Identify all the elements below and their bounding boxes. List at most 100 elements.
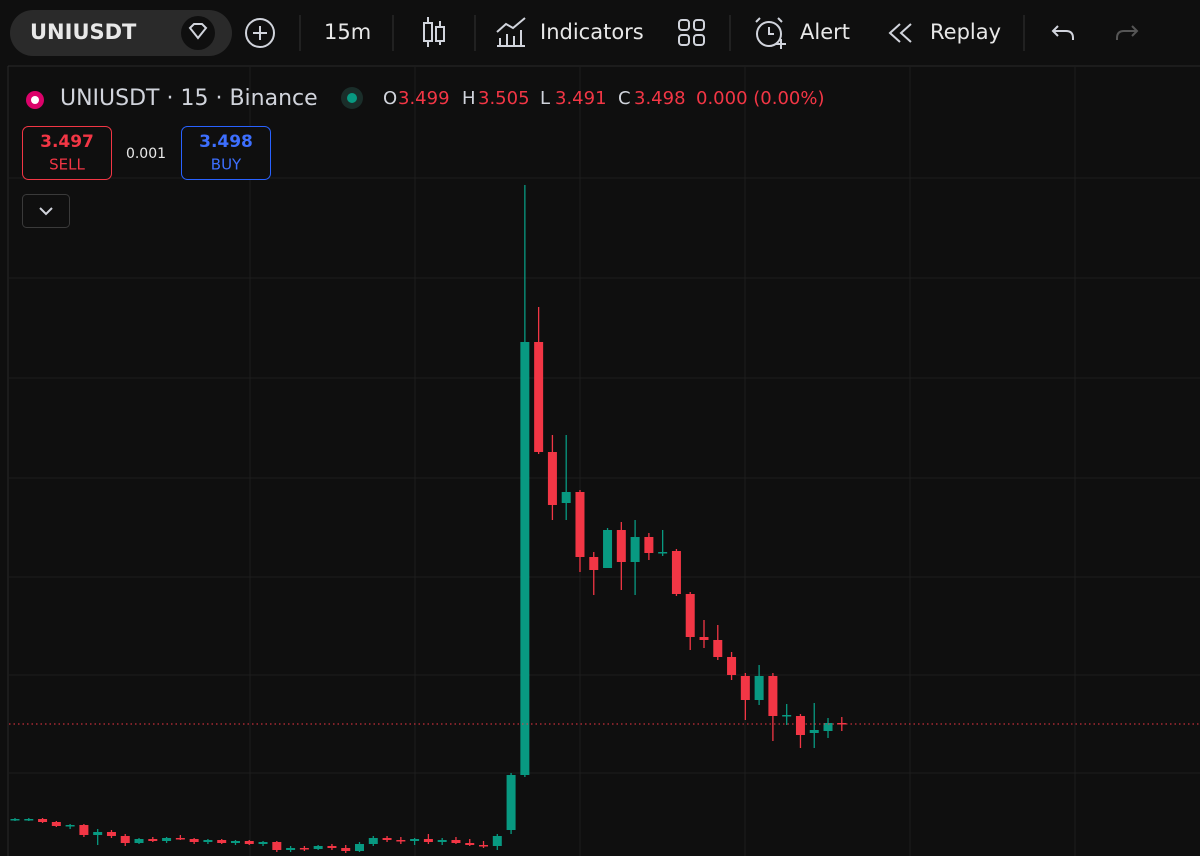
layout-icon: [693, 34, 705, 46]
candle-body: [823, 723, 833, 731]
add-button[interactable]: [245, 18, 275, 48]
candle-body: [10, 819, 20, 821]
candle-body: [355, 844, 364, 851]
pane-border: [7, 65, 1200, 856]
interval[interactable]: 15m: [324, 20, 371, 44]
candle-body: [24, 819, 34, 821]
candle-body: [520, 342, 530, 775]
sell-label: SELL: [49, 156, 85, 174]
alert-button[interactable]: Alert: [800, 20, 850, 44]
undo-button[interactable]: [1051, 25, 1074, 40]
trade-panel: 3.497 SELL 0.001 3.498 BUY: [22, 126, 271, 228]
candle-body: [189, 839, 199, 842]
buy-label: BUY: [211, 156, 242, 174]
candle-body: [175, 838, 185, 840]
candle-body: [506, 775, 516, 830]
candle-body: [727, 657, 737, 675]
indicators-icon: [496, 17, 526, 47]
sell-price: 3.497: [40, 132, 94, 152]
layout-icon: [678, 19, 690, 31]
candle-body: [561, 492, 571, 503]
candle-body: [120, 836, 130, 843]
candle-body: [479, 845, 489, 847]
candle-body: [217, 840, 227, 843]
candle-body: [93, 832, 103, 835]
alert-icon: [756, 21, 782, 47]
grid-lines: [9, 67, 1200, 856]
candle-body: [534, 342, 544, 452]
candle-body: [782, 715, 792, 717]
candle-body: [423, 839, 433, 842]
collapse-button[interactable]: [22, 194, 70, 228]
layout-button[interactable]: [678, 19, 705, 46]
redo-button[interactable]: [1116, 25, 1139, 40]
replay-icon: [888, 23, 912, 43]
candle-body: [410, 839, 420, 841]
candle-icon-wick: [427, 17, 441, 47]
candle-icon: [435, 26, 445, 42]
candle-body: [162, 838, 172, 841]
candle-body: [740, 676, 750, 700]
candle-body: [299, 848, 309, 850]
legend: UNIUSDT · 15 · Binance O 3.499 H 3.505 L…: [26, 86, 824, 111]
diamond-button[interactable]: [181, 16, 215, 50]
legend-title: UNIUSDT · 15 · Binance: [60, 86, 318, 111]
candle-body: [396, 840, 406, 842]
candle-body: [575, 492, 585, 557]
candle-body: [603, 530, 613, 568]
replay-button[interactable]: Replay: [930, 20, 1001, 44]
candle-body: [327, 846, 337, 848]
candle-body: [244, 841, 254, 844]
c-value: 3.498: [634, 88, 686, 109]
symbol-search[interactable]: [10, 10, 232, 56]
buy-price: 3.498: [199, 132, 253, 152]
c-label: C: [618, 88, 631, 109]
candle-body: [671, 551, 681, 594]
candle-body: [630, 537, 640, 562]
chart-type-button[interactable]: [423, 17, 445, 47]
buy-button[interactable]: [181, 126, 271, 180]
candle-body: [547, 452, 557, 505]
candle-body: [658, 552, 668, 554]
market-status-dot: [347, 93, 357, 103]
alert-icon-detail: [755, 17, 786, 49]
candle-body: [368, 838, 378, 844]
change: 0.000 (0.00%): [696, 88, 824, 109]
candle-body: [258, 842, 268, 844]
candle-body: [699, 637, 709, 640]
candle-body: [465, 843, 475, 845]
indicators-button[interactable]: Indicators: [540, 20, 644, 44]
h-label: H: [462, 88, 476, 109]
candle-body: [589, 557, 599, 570]
candle-body: [616, 530, 626, 562]
candle-body: [341, 848, 351, 851]
o-label: O: [383, 88, 397, 109]
toolbar: UNIUSDT 15m Indicators Alert Replay: [10, 10, 1139, 56]
candle-body: [272, 842, 282, 850]
candle-body: [313, 846, 323, 849]
h-value: 3.505: [478, 88, 530, 109]
candle-body: [51, 822, 61, 826]
sell-button[interactable]: [22, 126, 112, 180]
candle-body: [230, 841, 240, 843]
candle-body: [286, 848, 296, 850]
candle-body: [685, 594, 695, 637]
o-value: 3.499: [398, 88, 450, 109]
candle-body: [492, 836, 502, 846]
symbol: UNIUSDT: [30, 20, 137, 44]
l-label: L: [540, 88, 550, 109]
candle-body: [754, 676, 764, 700]
candle-body: [134, 839, 144, 843]
candles: [9, 185, 1200, 853]
plus-icon: [253, 26, 267, 40]
grid: [9, 67, 1200, 856]
candle-body: [65, 825, 75, 827]
candle-body: [795, 716, 805, 735]
spread: 0.001: [126, 146, 166, 162]
symbol-logo-inner: [31, 96, 39, 104]
candle-body: [451, 840, 461, 843]
candle-body: [809, 730, 819, 733]
diamond-icon: [188, 23, 208, 40]
